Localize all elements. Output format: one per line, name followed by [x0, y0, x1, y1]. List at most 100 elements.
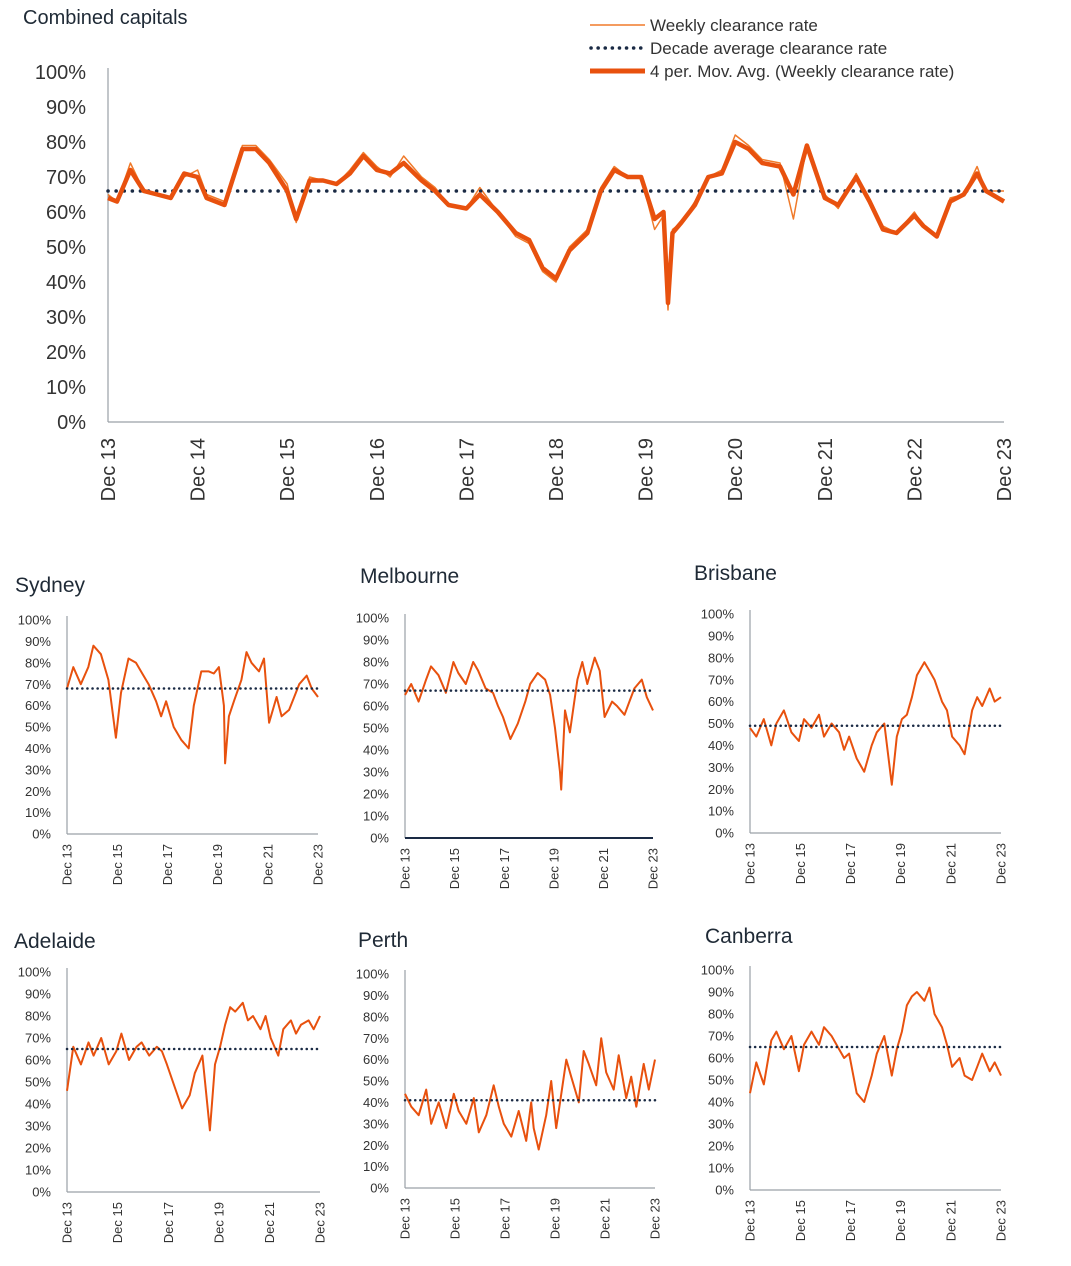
- canberra-x-tick-label: Dec 21: [943, 1200, 958, 1241]
- melbourne-y-tick-label: 90%: [363, 633, 389, 648]
- melbourne-y-tick-label: 40%: [363, 743, 389, 758]
- brisbane-x-tick-label: Dec 17: [843, 843, 858, 884]
- adelaide-y-tick-label: 0%: [32, 1185, 51, 1200]
- adelaide-x-tick-label: Dec 23: [313, 1202, 328, 1243]
- melbourne-y-tick-label: 60%: [363, 699, 389, 714]
- adelaide-y-tick-label: 10%: [25, 1163, 51, 1178]
- canberra-y-tick-label: 0%: [715, 1183, 734, 1198]
- main-x-tick-label: Dec 19: [636, 438, 658, 501]
- melbourne-y-tick-label: 70%: [363, 677, 389, 692]
- sydney-title: Sydney: [15, 574, 86, 597]
- main-x-tick-label: Dec 14: [188, 438, 210, 501]
- sydney-x-tick-label: Dec 15: [110, 844, 125, 885]
- canberra-chart: 100% 90% 80% 70% 60% 50% 40% 30% 20% 10% 0% Dec 13 D…: [701, 963, 1009, 1242]
- canberra-x-tick-label: Dec 15: [793, 1200, 808, 1241]
- sydney-x-tick-label: Dec 21: [260, 844, 275, 885]
- canberra-y-tick-label: 80%: [708, 1007, 734, 1022]
- melbourne-weekly-line: [404, 656, 654, 791]
- main-x-tick-label: Dec 16: [367, 438, 389, 501]
- canberra-x-tick-label: Dec 23: [994, 1200, 1009, 1241]
- perth-y-tick-label: 60%: [363, 1052, 389, 1067]
- canberra-title: Canberra: [705, 925, 793, 948]
- sydney-x-tick-label: Dec 19: [210, 844, 225, 885]
- canberra-y-tick-label: 100%: [701, 963, 735, 978]
- adelaide-x-tick-label: Dec 13: [60, 1202, 75, 1243]
- adelaide-x-tick-label: Dec 17: [161, 1202, 176, 1243]
- canberra-y-tick-label: 20%: [708, 1139, 734, 1154]
- sydney-y-tick-label: 30%: [25, 762, 51, 777]
- sydney-y-tick-label: 50%: [25, 720, 51, 735]
- canberra-x-tick-label: Dec 17: [843, 1200, 858, 1241]
- main-moving-average-line: [107, 139, 1006, 306]
- perth-y-tick-label: 80%: [363, 1009, 389, 1024]
- brisbane-chart: 100% 90% 80% 70% 60% 50% 40% 30% 20% 10% 0% Dec 13 D…: [701, 607, 1009, 885]
- melbourne-chart: 100% 90% 80% 70% 60% 50% 40% 30% 20% 10% 0% Dec 13 D…: [356, 611, 661, 890]
- adelaide-y-tick-label: 40%: [25, 1097, 51, 1112]
- canberra-y-tick-label: 50%: [708, 1073, 734, 1088]
- adelaide-y-tick-label: 20%: [25, 1141, 51, 1156]
- brisbane-y-tick-label: 20%: [708, 782, 734, 797]
- adelaide-y-tick-label: 30%: [25, 1119, 51, 1134]
- sydney-y-tick-label: 40%: [25, 741, 51, 756]
- adelaide-x-tick-label: Dec 21: [262, 1202, 277, 1243]
- melbourne-y-tick-label: 50%: [363, 721, 389, 736]
- adelaide-x-tick-label: Dec 19: [211, 1202, 226, 1243]
- melbourne-title: Melbourne: [360, 565, 460, 588]
- sydney-weekly-line: [66, 644, 319, 765]
- adelaide-y-tick-label: 90%: [25, 987, 51, 1002]
- main-y-tick-label: 90%: [46, 97, 86, 119]
- perth-y-tick-label: 40%: [363, 1095, 389, 1110]
- melbourne-x-tick-label: Dec 15: [447, 848, 462, 889]
- sydney-y-tick-label: 80%: [25, 655, 51, 670]
- brisbane-y-tick-label: 80%: [708, 650, 734, 665]
- sydney-y-tick-label: 60%: [25, 698, 51, 713]
- brisbane-x-tick-label: Dec 23: [994, 843, 1009, 884]
- sydney-y-tick-label: 0%: [32, 827, 51, 842]
- melbourne-y-tick-label: 80%: [363, 655, 389, 670]
- main-x-tick-label: Dec 22: [904, 438, 926, 501]
- brisbane-y-tick-label: 90%: [708, 628, 734, 643]
- canberra-y-tick-label: 40%: [708, 1095, 734, 1110]
- canberra-y-tick-label: 10%: [708, 1161, 734, 1176]
- melbourne-y-tick-label: 100%: [356, 611, 390, 626]
- perth-x-tick-label: Dec 23: [648, 1198, 663, 1239]
- melbourne-y-tick-label: 10%: [363, 809, 389, 824]
- brisbane-y-tick-label: 30%: [708, 760, 734, 775]
- brisbane-x-tick-label: Dec 21: [943, 843, 958, 884]
- perth-y-tick-label: 30%: [363, 1116, 389, 1131]
- canberra-y-tick-label: 60%: [708, 1051, 734, 1066]
- brisbane-y-tick-label: 10%: [708, 804, 734, 819]
- perth-y-tick-label: 70%: [363, 1031, 389, 1046]
- perth-x-tick-label: Dec 17: [498, 1198, 513, 1239]
- brisbane-x-tick-label: Dec 19: [893, 843, 908, 884]
- canberra-y-tick-label: 30%: [708, 1117, 734, 1132]
- sydney-x-tick-label: Dec 23: [311, 844, 326, 885]
- perth-x-tick-label: Dec 21: [598, 1198, 613, 1239]
- melbourne-y-tick-label: 0%: [370, 831, 389, 846]
- main-y-tick-label: 100%: [35, 62, 86, 84]
- main-y-tick-label: 0%: [57, 412, 86, 434]
- adelaide-y-tick-label: 80%: [25, 1009, 51, 1024]
- perth-x-tick-label: Dec 19: [548, 1198, 563, 1239]
- brisbane-y-tick-label: 40%: [708, 738, 734, 753]
- main-weekly-line: [107, 134, 1004, 311]
- adelaide-y-tick-label: 60%: [25, 1053, 51, 1068]
- perth-title: Perth: [358, 929, 409, 952]
- canberra-x-tick-label: Dec 19: [893, 1200, 908, 1241]
- main-x-tick-label: Dec 15: [277, 438, 299, 501]
- perth-y-tick-label: 0%: [370, 1181, 389, 1196]
- brisbane-y-tick-label: 0%: [715, 826, 734, 841]
- canberra-x-tick-label: Dec 13: [743, 1200, 758, 1241]
- main-y-tick-label: 40%: [46, 272, 86, 294]
- main-x-tick-label: Dec 17: [456, 438, 478, 501]
- canberra-y-tick-label: 90%: [708, 985, 734, 1000]
- sydney-chart: 100% 90% 80% 70% 60% 50% 40% 30% 20% 10% 0% Dec 13 D…: [18, 613, 326, 886]
- adelaide-chart: 100% 90% 80% 70% 60% 50% 40% 30% 20% 10% 0% Dec 13 D…: [18, 965, 328, 1244]
- sydney-x-tick-label: Dec 17: [160, 844, 175, 885]
- perth-y-tick-label: 10%: [363, 1159, 389, 1174]
- main-x-tick-label: Dec 18: [546, 438, 568, 501]
- main-y-tick-label: 80%: [46, 132, 86, 154]
- brisbane-y-tick-label: 100%: [701, 607, 735, 622]
- brisbane-x-tick-label: Dec 13: [743, 843, 758, 884]
- melbourne-x-tick-label: Dec 19: [546, 848, 561, 889]
